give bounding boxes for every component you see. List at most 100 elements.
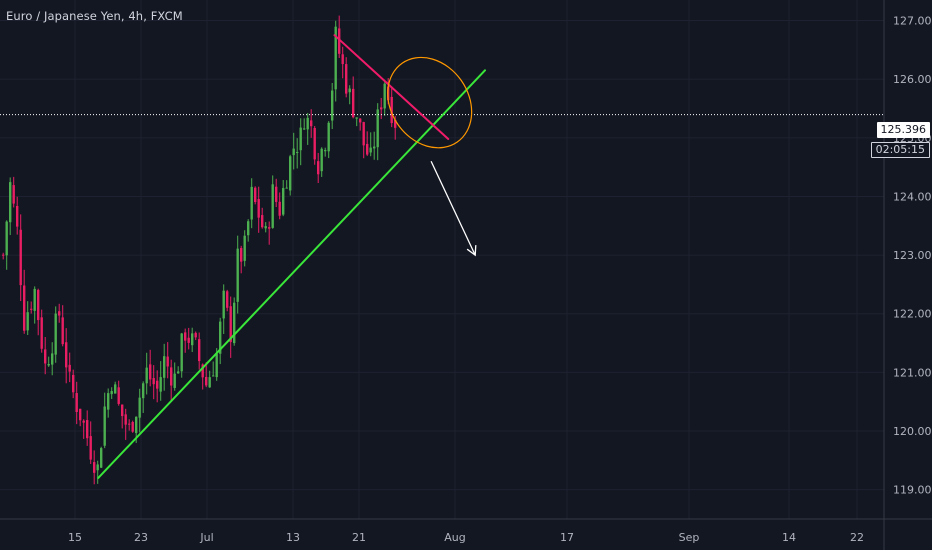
candle-body [236, 248, 239, 302]
candle-body [5, 221, 8, 256]
candle-body [261, 215, 264, 228]
candle-body [355, 117, 358, 119]
candle-body [166, 356, 169, 367]
candle-body [289, 156, 292, 191]
candle-body [51, 353, 54, 365]
candle-body [334, 26, 337, 90]
candle-body [380, 107, 383, 110]
candle-body [187, 337, 190, 343]
candle-body [345, 64, 348, 94]
price-tick-label: 127.000 [893, 15, 932, 28]
candle-body [257, 199, 260, 218]
candle-body [373, 146, 376, 149]
candle-body [37, 289, 40, 321]
candle-body [271, 184, 274, 228]
candle-body [163, 356, 166, 378]
price-tick-label: 122.000 [893, 308, 932, 321]
candle-body [362, 122, 365, 146]
candle-body [229, 306, 232, 343]
candle-body [201, 364, 204, 378]
time-tick-label: 22 [850, 531, 864, 544]
candle-body [9, 182, 12, 223]
candle-body [89, 436, 92, 460]
candle-body [299, 127, 302, 151]
time-tick-label: 13 [286, 531, 300, 544]
candle-body [338, 28, 341, 54]
candle-body [292, 148, 295, 156]
candle-body [359, 118, 362, 123]
highlight-ellipse [387, 56, 473, 149]
bearish-arrow-shaft [430, 160, 476, 256]
time-tick-label: Jul [199, 531, 213, 544]
candle-body [110, 391, 113, 395]
time-tick-label: 17 [560, 531, 574, 544]
current-price-label: 125.396 [876, 122, 930, 138]
candle-body [254, 187, 257, 203]
candle-body [96, 464, 99, 471]
candle-body [138, 397, 141, 418]
candle-body [170, 367, 173, 386]
time-tick-label: 15 [68, 531, 82, 544]
time-tick-label: Sep [679, 531, 700, 544]
candle-body [191, 333, 194, 346]
candle-body [135, 416, 138, 434]
candle-body [44, 349, 47, 364]
candle-body [331, 90, 334, 121]
candle-body [149, 364, 152, 380]
candle-body [296, 151, 299, 153]
price-tick-label: 126.000 [893, 73, 932, 86]
candle-body [352, 88, 355, 118]
candle-body [320, 148, 323, 172]
candle-body [348, 88, 351, 93]
candle-body [303, 128, 306, 130]
candle-body [173, 373, 176, 388]
candle-body [184, 332, 187, 341]
symbol-title: Euro / Japanese Yen, 4h, FXCM [6, 9, 183, 23]
candle-body [278, 201, 281, 216]
candle-body [240, 248, 243, 262]
candle-body [383, 83, 386, 109]
candle-body [152, 378, 155, 385]
candle-body [369, 147, 372, 153]
candle-body [107, 393, 110, 410]
candle-body [264, 226, 267, 229]
candle-body [306, 117, 309, 130]
candle-body [243, 235, 246, 261]
candle-body [233, 302, 236, 344]
support-trendline [97, 69, 486, 479]
candle-body [54, 313, 57, 355]
candle-body [212, 375, 215, 377]
candle-body [16, 205, 19, 227]
candle-body [275, 186, 278, 202]
bar-countdown-label: 02:05:15 [870, 142, 930, 158]
candle-body [121, 404, 124, 417]
candle-body [100, 448, 103, 468]
candle-body [131, 421, 134, 432]
price-tick-label: 120.000 [893, 425, 932, 438]
candle-body [208, 377, 211, 388]
candle-body [68, 364, 71, 372]
candle-body [324, 150, 327, 152]
candle-body [114, 384, 117, 394]
candle-body [366, 143, 369, 155]
candle-body [61, 317, 64, 345]
candle-body [327, 122, 330, 152]
candle-body [310, 120, 313, 127]
candle-body [390, 96, 393, 124]
candle-body [117, 387, 120, 404]
price-tick-label: 119.000 [893, 484, 932, 497]
candle-body [58, 311, 61, 316]
candle-body [124, 414, 127, 425]
candle-body [194, 332, 197, 338]
candle-body [72, 374, 75, 393]
candle-body [128, 423, 131, 425]
candle-body [219, 321, 222, 354]
price-tick-label: 123.000 [893, 249, 932, 262]
candle-body [282, 188, 285, 215]
time-tick-label: 21 [352, 531, 366, 544]
candle-body [26, 312, 29, 331]
candle-body [250, 186, 253, 220]
candle-body [65, 342, 68, 368]
